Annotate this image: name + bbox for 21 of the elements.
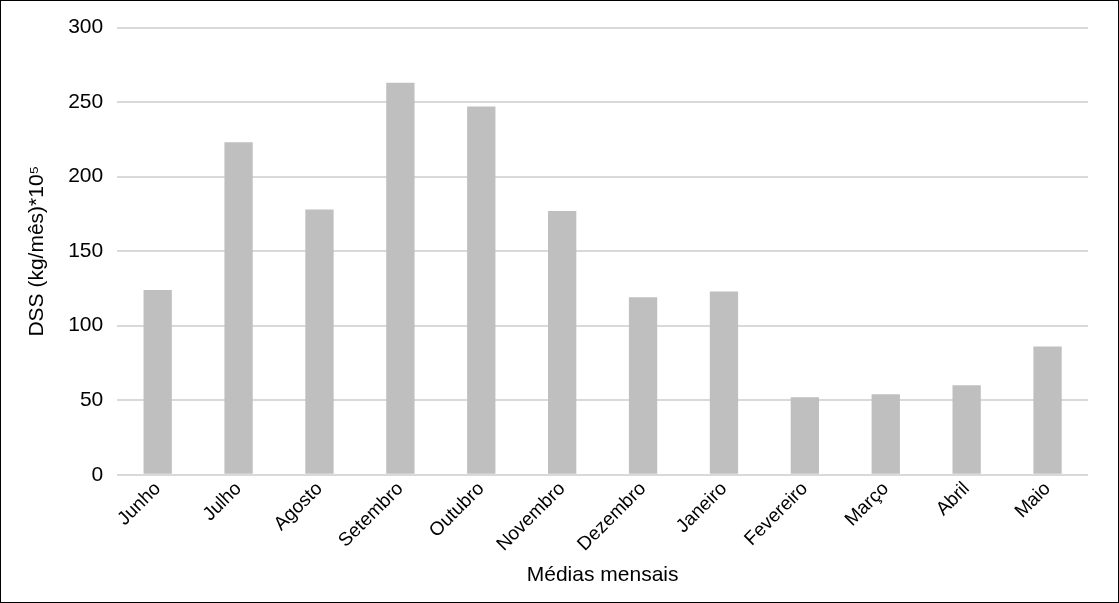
y-tick-label: 150 xyxy=(68,237,104,261)
bar xyxy=(467,106,496,474)
bar xyxy=(386,82,415,474)
bar xyxy=(305,209,334,474)
y-tick-label: 50 xyxy=(79,386,104,410)
bar xyxy=(790,397,820,474)
bar xyxy=(952,385,981,474)
bar xyxy=(143,289,172,474)
y-tick-label: 0 xyxy=(91,461,104,485)
bar xyxy=(628,297,658,474)
x-axis-title: Médias mensais xyxy=(526,562,679,586)
bar xyxy=(871,394,900,474)
bar xyxy=(224,142,253,474)
bar xyxy=(548,210,577,474)
bar xyxy=(1033,346,1062,474)
y-tick-label: 250 xyxy=(68,88,104,112)
y-tick-label: 200 xyxy=(68,163,104,187)
y-tick-label: 300 xyxy=(68,14,104,38)
bar xyxy=(709,291,739,474)
y-axis-title: DSS (kg/mês)*10⁵ xyxy=(24,165,48,337)
y-tick-label: 100 xyxy=(68,312,104,336)
